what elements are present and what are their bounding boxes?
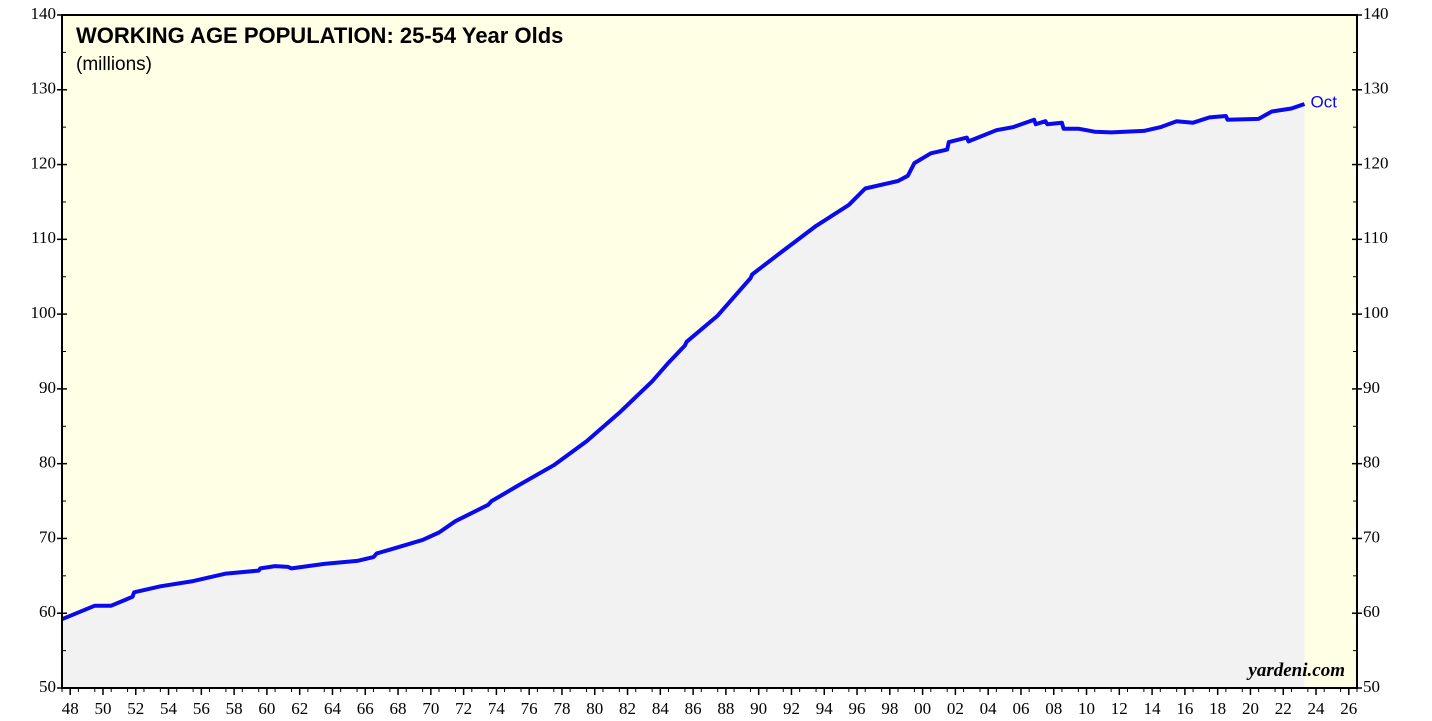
x-tick-label: 76 xyxy=(521,699,538,718)
y2-tick-label: 70 xyxy=(1363,527,1380,546)
x-tick-label: 24 xyxy=(1308,699,1326,718)
y-tick-label: 120 xyxy=(31,153,57,172)
x-tick-label: 90 xyxy=(750,699,767,718)
y2-tick-label: 100 xyxy=(1363,303,1389,322)
x-tick-label: 18 xyxy=(1209,699,1226,718)
x-tick-label: 94 xyxy=(816,699,834,718)
x-tick-label: 98 xyxy=(881,699,898,718)
x-tick-label: 82 xyxy=(619,699,636,718)
x-tick-label: 00 xyxy=(914,699,931,718)
y2-tick-label: 130 xyxy=(1363,79,1389,98)
x-tick-label: 22 xyxy=(1275,699,1292,718)
x-tick-label: 56 xyxy=(193,699,210,718)
x-tick-label: 96 xyxy=(849,699,866,718)
x-tick-label: 86 xyxy=(685,699,702,718)
x-tick-label: 84 xyxy=(652,699,670,718)
x-tick-label: 68 xyxy=(390,699,407,718)
chart-subtitle: (millions) xyxy=(76,54,152,75)
chart-title: WORKING AGE POPULATION: 25-54 Year Olds xyxy=(76,23,563,48)
x-tick-label: 58 xyxy=(226,699,243,718)
y-tick-label: 80 xyxy=(39,453,56,472)
x-tick-label: 52 xyxy=(127,699,144,718)
x-tick-label: 92 xyxy=(783,699,800,718)
y-tick-label: 130 xyxy=(31,79,57,98)
x-tick-label: 72 xyxy=(455,699,472,718)
y-tick-label: 110 xyxy=(31,228,56,247)
x-tick-label: 10 xyxy=(1078,699,1095,718)
x-tick-label: 02 xyxy=(947,699,964,718)
x-tick-label: 74 xyxy=(488,699,506,718)
x-tick-label: 78 xyxy=(553,699,570,718)
y-tick-label: 60 xyxy=(39,602,56,621)
x-tick-label: 64 xyxy=(324,699,342,718)
x-tick-label: 20 xyxy=(1242,699,1259,718)
x-tick-label: 14 xyxy=(1144,699,1162,718)
x-tick-label: 04 xyxy=(980,699,998,718)
y2-tick-label: 80 xyxy=(1363,453,1380,472)
source: yardeni.com xyxy=(1246,660,1345,681)
y2-tick-label: 90 xyxy=(1363,378,1380,397)
x-tick-label: 70 xyxy=(422,699,439,718)
x-tick-label: 08 xyxy=(1045,699,1062,718)
y-tick-label: 70 xyxy=(39,527,56,546)
area xyxy=(62,104,1305,688)
x-tick-label: 48 xyxy=(62,699,79,718)
end-annotation: Oct xyxy=(1311,92,1338,111)
x-tick-label: 16 xyxy=(1176,699,1193,718)
y2-tick-label: 50 xyxy=(1363,677,1380,696)
x-tick-label: 60 xyxy=(258,699,275,718)
y2-tick-label: 60 xyxy=(1363,602,1380,621)
line xyxy=(61,102,1306,622)
x-tick-label: 54 xyxy=(160,699,178,718)
x-tick-label: 66 xyxy=(357,699,374,718)
y-tick-label: 140 xyxy=(31,4,57,23)
y2-tick-label: 120 xyxy=(1363,153,1389,172)
x-tick-label: 62 xyxy=(291,699,308,718)
x-tick-label: 06 xyxy=(1012,699,1029,718)
x-tick-label: 50 xyxy=(94,699,111,718)
x-tick-label: 12 xyxy=(1111,699,1128,718)
y-tick-label: 90 xyxy=(39,378,56,397)
y-tick-label: 50 xyxy=(39,677,56,696)
x-tick-label: 26 xyxy=(1340,699,1357,718)
y2-tick-label: 140 xyxy=(1363,4,1389,23)
y-tick-label: 100 xyxy=(31,303,57,322)
x-tick-label: 88 xyxy=(717,699,734,718)
x-tick-label: 80 xyxy=(586,699,603,718)
y2-tick-label: 110 xyxy=(1363,228,1388,247)
